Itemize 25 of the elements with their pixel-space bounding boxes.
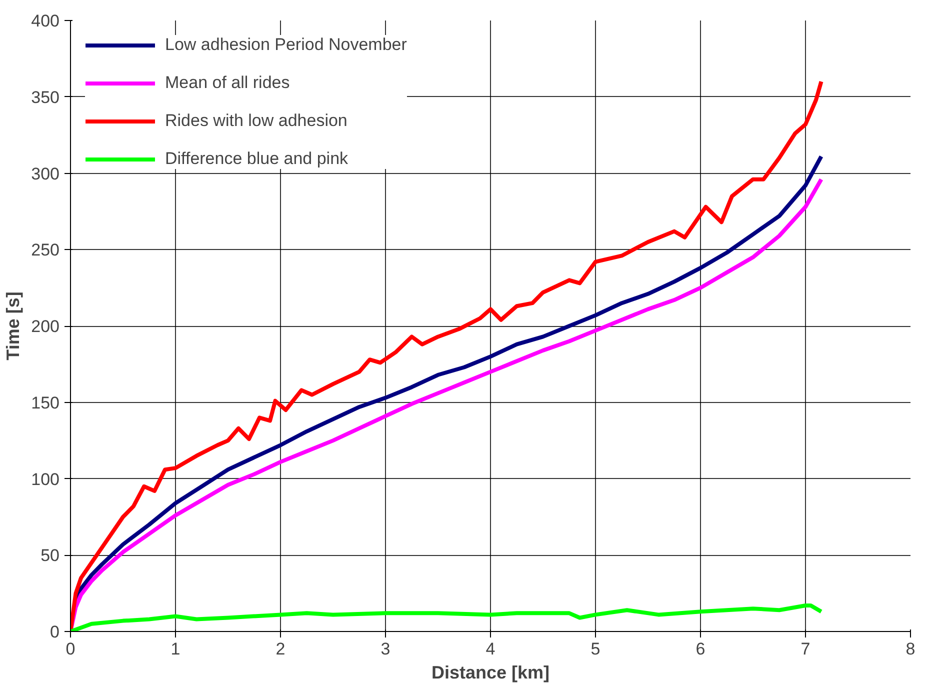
- y-tick-label: 300: [31, 164, 60, 184]
- y-axis-title: Time [s]: [3, 292, 24, 360]
- x-tick-label: 7: [800, 640, 810, 658]
- line-series: [70, 604, 824, 632]
- y-tick-label: 50: [40, 546, 60, 566]
- x-tick-label: 3: [380, 640, 390, 658]
- legend-label: Low adhesion Period November: [165, 35, 407, 55]
- y-tick-label: 350: [31, 88, 60, 107]
- y-tick-label: 150: [31, 393, 60, 412]
- x-tick-label: 8: [906, 640, 916, 658]
- y-tick-label: 100: [31, 470, 60, 489]
- y-tick-label: 250: [31, 240, 60, 260]
- x-tick-label: 2: [276, 640, 286, 658]
- x-tick-label: 1: [170, 640, 180, 658]
- x-tick-label: 4: [486, 640, 496, 658]
- y-tick-label: 200: [31, 317, 60, 336]
- x-tick-label: 0: [66, 640, 76, 658]
- x-tick-label: 5: [590, 640, 600, 658]
- legend-label: Rides with low adhesion: [165, 111, 348, 131]
- legend-label: Mean of all rides: [165, 73, 290, 93]
- legend-label: Difference blue and pink: [165, 149, 348, 169]
- x-tick-label: 6: [696, 640, 706, 658]
- y-tick-label: 0: [50, 622, 60, 642]
- y-tick-label: 400: [31, 12, 60, 30]
- x-axis-title: Distance [km]: [431, 662, 550, 682]
